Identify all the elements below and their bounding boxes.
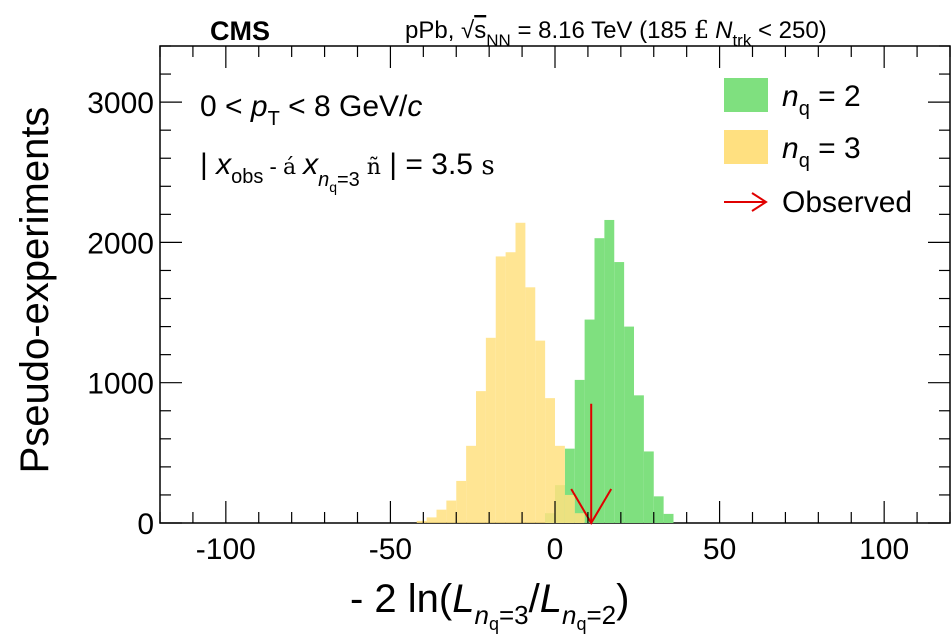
x-tick-label: 100 — [859, 533, 909, 566]
xlabel-sub1: nq=3 — [475, 600, 529, 634]
pt-range-annotation: 0 < pT < 8 GeV/c — [200, 90, 422, 130]
energy-text: = 8.16 TeV (185 — [511, 17, 694, 44]
ntrk-range-end: < 250) — [751, 17, 826, 44]
chi-obs-sub: obs — [231, 166, 263, 188]
s-sub: NN — [486, 31, 511, 50]
bar-nq3 — [466, 445, 476, 523]
legend-nq3-var: n — [782, 132, 799, 165]
ntrk-sub: trk — [732, 31, 751, 50]
legend-label-observed: Observed — [782, 186, 912, 219]
chi-var: x — [214, 148, 232, 181]
bar-nq3 — [545, 398, 555, 523]
legend: nq = 2 nq = 3 Observed — [724, 78, 912, 219]
bar-nq2 — [614, 262, 625, 523]
legend-nq3-rest: = 3 — [810, 132, 861, 165]
x-tick-label: -50 — [369, 533, 412, 566]
bar-nq3 — [505, 252, 516, 523]
bar-nq2 — [584, 319, 595, 523]
experiment-label: CMS — [210, 16, 270, 46]
chi-close: | = 3.5 — [381, 148, 481, 181]
bar-nq3 — [515, 222, 526, 524]
collision-info: pPb, √sNN = 8.16 TeV (185 £ Ntrk < 250) — [405, 16, 827, 50]
xlabel-slash: / — [529, 577, 541, 621]
legend-swatch-nq2 — [724, 78, 768, 112]
legend-nq2-rest: = 2 — [810, 80, 861, 113]
observed-arrow-head — [570, 488, 613, 525]
x-axis-ticks: -100 -50 0 50 100 — [159, 46, 951, 566]
chi-nq-sub: n — [318, 169, 329, 191]
y-tick-label: 1000 — [87, 368, 154, 401]
xlabel-sub2: nq=2 — [562, 600, 616, 634]
pt-rhs: < 8 GeV/ — [280, 90, 408, 123]
bar-nq2 — [564, 448, 575, 523]
y-tick-label: 3000 — [87, 87, 154, 120]
chi-var2: x — [301, 148, 319, 181]
chi-nq-subsub: q — [329, 179, 337, 195]
pt-lhs: 0 < — [200, 90, 251, 123]
chi-open-angle: á — [283, 155, 303, 180]
bar-nq3 — [476, 391, 486, 523]
y-tick-label: 2000 — [87, 227, 154, 260]
legend-label-nq2: nq = 2 — [782, 80, 861, 120]
s-var: s — [474, 17, 486, 44]
pt-sub: T — [268, 108, 280, 130]
x-tick-label: 0 — [547, 533, 564, 566]
bar-nq3 — [574, 513, 585, 523]
bar-nq2 — [663, 513, 674, 523]
legend-nq2-var: n — [782, 80, 799, 113]
ntrk-var: N — [715, 17, 733, 44]
legend-swatch-nq3 — [724, 130, 768, 164]
xlabel-l1: L — [452, 577, 474, 621]
legend-arrow-icon — [724, 192, 768, 212]
xlabel-close: ) — [616, 577, 629, 621]
histogram-bars — [416, 219, 674, 524]
bar-nq3 — [446, 500, 457, 523]
collision-text: pPb, — [405, 17, 461, 44]
bar-nq3 — [456, 480, 467, 523]
chi-close-angle: ñ — [360, 155, 381, 180]
chi-sigma: s — [481, 151, 494, 181]
bar-nq3 — [485, 337, 496, 523]
pt-c: c — [407, 90, 422, 123]
bar-nq2 — [624, 326, 634, 523]
chi-minus: - — [263, 154, 283, 179]
bar-nq3 — [525, 287, 536, 523]
y-axis-label: Pseudo-experiments — [13, 107, 57, 474]
le-symbol: £ — [694, 16, 709, 44]
xlabel-l2: L — [540, 577, 562, 621]
chi-annotation: | xobs - á xnq=3 ñ | = 3.5 s — [200, 148, 495, 195]
sqrt-symbol: √ — [461, 17, 475, 44]
x-tick-label: -100 — [196, 533, 256, 566]
bar-nq2 — [604, 219, 615, 523]
bar-nq3 — [564, 494, 575, 523]
bar-nq2 — [594, 238, 605, 523]
legend-nq2-sub: q — [799, 98, 810, 120]
xlabel-prefix: - 2 ln( — [350, 577, 453, 621]
x-axis-label: - 2 ln(Lnq=3/Lnq=2) — [350, 577, 629, 634]
legend-label-nq3: nq = 3 — [782, 132, 861, 172]
bar-nq2 — [574, 379, 585, 523]
bar-nq3 — [436, 509, 447, 523]
bar-nq3 — [416, 520, 427, 523]
bar-nq3 — [495, 256, 506, 523]
bar-nq3 — [555, 445, 565, 523]
bar-nq2 — [643, 451, 654, 523]
bar-nq3 — [426, 517, 437, 523]
bar-nq2 — [653, 496, 664, 523]
chi-nq-eq: =3 — [337, 169, 360, 191]
bar-nq2 — [634, 395, 644, 523]
bar-nq3 — [535, 340, 546, 523]
legend-nq3-sub: q — [799, 150, 810, 172]
pt-var: p — [250, 90, 268, 123]
y-tick-label: 0 — [137, 508, 154, 541]
chi-open-bar: | — [200, 148, 216, 181]
observed-arrow — [570, 403, 613, 525]
x-tick-label: 50 — [703, 533, 736, 566]
y-axis-ticks: 0 1000 2000 3000 — [87, 45, 950, 541]
